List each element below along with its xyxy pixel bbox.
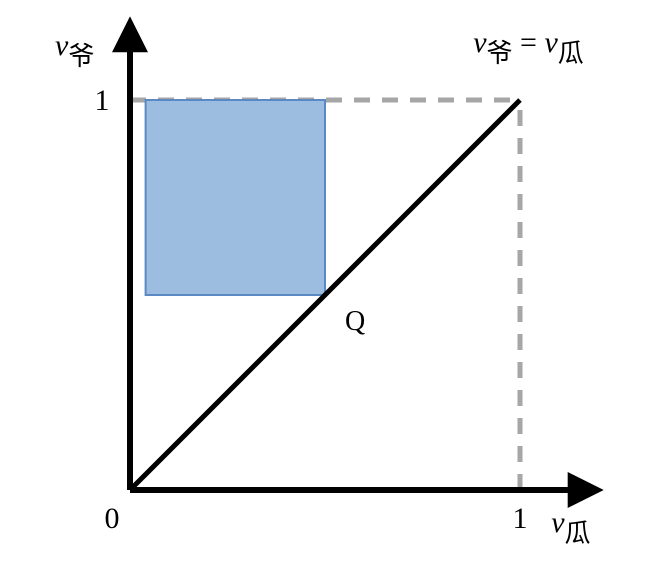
diagonal-equation-label: v爷 = v瓜 [473,26,584,68]
y-axis-label: v爷 [55,29,94,71]
x-axis-label: v瓜 [551,506,590,548]
point-q-label: Q [345,306,365,337]
origin-zero-label: 0 [105,502,120,535]
x-tick-1-label: 1 [513,502,528,535]
y-tick-1-label: 1 [95,84,110,117]
